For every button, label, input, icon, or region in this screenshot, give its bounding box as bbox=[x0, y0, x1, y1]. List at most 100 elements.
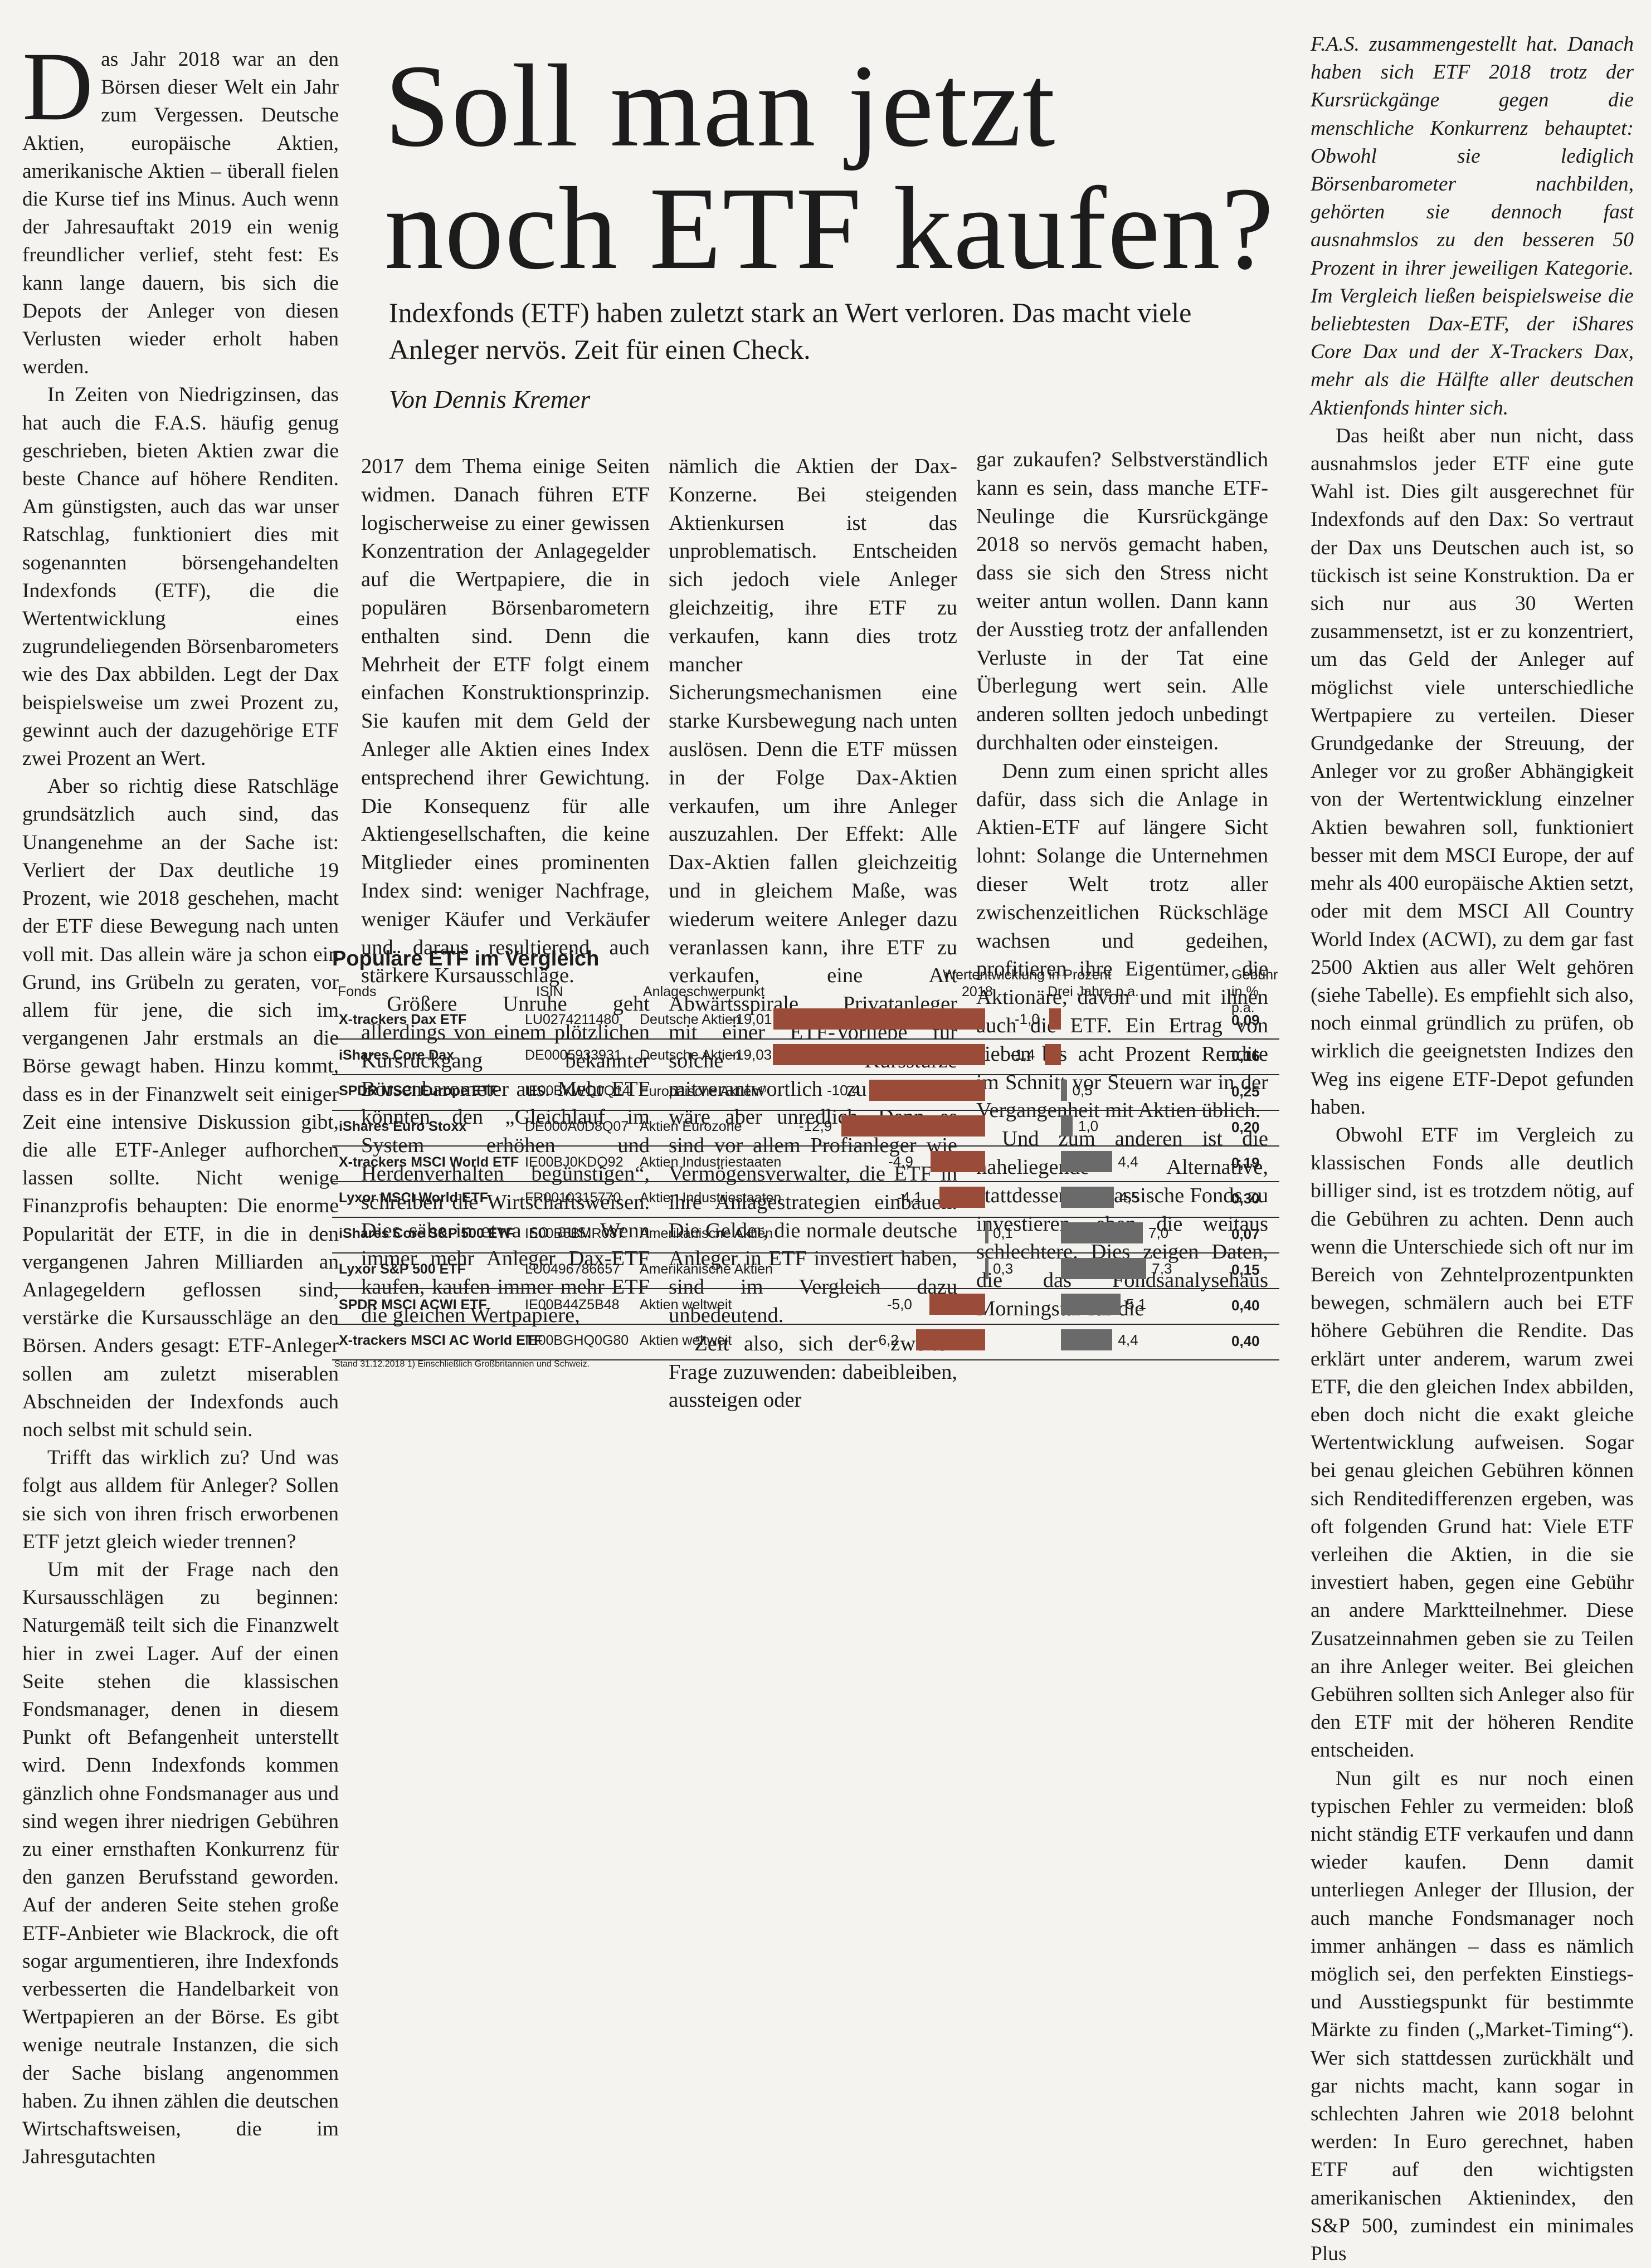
table-row: iShares Core Dax DE0005933931 Deutsche Akt… bbox=[332, 1040, 1279, 1075]
value-2018: -5,0 bbox=[887, 1296, 912, 1313]
table-row: X-trackers Dax ETF LU0274211480 Deutsche A… bbox=[332, 1004, 1279, 1040]
bar-2018 bbox=[939, 1187, 985, 1208]
bar-2018 bbox=[869, 1080, 985, 1101]
isin-cell: IE00BKWQ0Q14 bbox=[525, 1083, 630, 1099]
subheadline: Indexfonds (ETF) haben zuletzt stark an … bbox=[389, 297, 1192, 365]
headline: Soll man jetzt noch ETF kaufen? bbox=[384, 45, 1298, 290]
focus-cell: Amerikanische Aktien bbox=[640, 1261, 773, 1277]
table-row: SPDR MSCI ACWI ETF IE00B44Z5B48 Aktien wel… bbox=[332, 1289, 1279, 1325]
fee-cell: 0,40 bbox=[1231, 1297, 1260, 1314]
body-paragraph: Nun gilt es nur noch einen typischen Feh… bbox=[1311, 1767, 1634, 2266]
header-isin: ISIN bbox=[536, 984, 563, 999]
fee-cell: 0,25 bbox=[1231, 1083, 1260, 1100]
article-column-5: F.A.S. zusammengestellt hat. Danach habe… bbox=[1311, 31, 1634, 2268]
bar-3y bbox=[1044, 1044, 1061, 1065]
fund-name: Lyxor MSCI World ETF bbox=[339, 1190, 489, 1206]
fund-name: iShares Core S&P 500 ETF bbox=[339, 1226, 514, 1241]
byline: Von Dennis Kremer bbox=[389, 385, 591, 413]
value-3y: -1,4 bbox=[1010, 1046, 1035, 1063]
isin-cell: FR0010315770 bbox=[525, 1190, 621, 1206]
table-title: Populäre ETF im Vergleich bbox=[332, 947, 600, 970]
header-fee-1: Gebühr bbox=[1231, 967, 1278, 983]
table-row: Lyxor MSCI World ETF FR0010315770 Aktien I… bbox=[332, 1182, 1279, 1218]
etf-comparison-table: Populäre ETF im Vergleich Wertentwicklun… bbox=[332, 947, 1279, 1372]
isin-cell: LU0496786657 bbox=[525, 1261, 620, 1277]
bar-2018 bbox=[916, 1329, 985, 1350]
bar-2018 bbox=[985, 1222, 988, 1243]
focus-cell: Aktien Eurozone bbox=[640, 1119, 742, 1134]
focus-cell: Europäische Aktien¹⁾ bbox=[640, 1084, 767, 1099]
header-focus: Anlageschwerpunkt bbox=[643, 984, 765, 999]
bar-3y bbox=[1061, 1329, 1113, 1350]
headline-line-2: noch ETF kaufen? bbox=[384, 163, 1275, 294]
value-3y: 1,0 bbox=[1078, 1118, 1099, 1134]
fund-name: X-trackers MSCI World ETF bbox=[339, 1154, 519, 1170]
bar-3y bbox=[1061, 1115, 1073, 1137]
bar-2018 bbox=[929, 1294, 985, 1315]
value-3y: 4,5 bbox=[1119, 1189, 1139, 1206]
value-2018: 0,3 bbox=[993, 1260, 1014, 1277]
fund-name: iShares Euro Stoxx bbox=[339, 1119, 467, 1134]
bar-3y bbox=[1061, 1080, 1067, 1101]
bar-2018 bbox=[773, 1008, 985, 1030]
article-column-3: nämlich die Aktien der Dax-Konzerne. Bei… bbox=[669, 452, 957, 1415]
bar-2018 bbox=[985, 1258, 988, 1279]
bar-3y bbox=[1049, 1008, 1061, 1030]
focus-cell: Aktien weltweit bbox=[640, 1297, 732, 1313]
isin-cell: IE00B44Z5B48 bbox=[525, 1297, 620, 1313]
drop-cap: D bbox=[22, 32, 94, 141]
focus-cell: Deutsche Aktien bbox=[640, 1047, 741, 1063]
value-3y: 5,1 bbox=[1126, 1296, 1147, 1313]
value-3y: 7,3 bbox=[1152, 1260, 1172, 1277]
fund-name: iShares Core Dax bbox=[339, 1047, 455, 1063]
body-paragraph: Obwohl ETF im Vergleich zu klassischen F… bbox=[1311, 1123, 1634, 1762]
isin-cell: DE000A0D8Q07 bbox=[525, 1119, 629, 1134]
table-row: X-trackers MSCI AC World ETF IE00BGHQ0G80… bbox=[332, 1325, 1279, 1360]
body-paragraph: F.A.S. zusammengestellt hat. Danach habe… bbox=[1311, 33, 1634, 420]
focus-cell: Aktien Industriestaaten bbox=[640, 1190, 782, 1206]
value-2018: -19,01 bbox=[730, 1011, 772, 1027]
bar-2018 bbox=[841, 1115, 985, 1137]
value-3y: 4,4 bbox=[1118, 1153, 1138, 1170]
body-paragraph: gar zukaufen? Selbstverständlich kann es… bbox=[976, 448, 1268, 754]
value-3y: 4,4 bbox=[1118, 1331, 1138, 1348]
fee-cell: 0,20 bbox=[1231, 1119, 1260, 1135]
isin-cell: IE00B5BMR087 bbox=[525, 1226, 625, 1241]
bar-3y bbox=[1061, 1294, 1121, 1315]
focus-cell: Aktien Industriestaaten bbox=[640, 1154, 782, 1170]
body-paragraph: 2017 dem Thema einige Seiten widmen. Dan… bbox=[361, 455, 650, 988]
header-fee-2: in % p.a. bbox=[1231, 984, 1259, 1016]
value-2018: -19,03 bbox=[730, 1046, 772, 1063]
body-paragraph: Trifft das wirklich zu? Und was folgt au… bbox=[22, 1446, 339, 1553]
focus-cell: Amerikanische Aktien bbox=[640, 1226, 773, 1241]
body-paragraph: Denn zum einen spricht alles dafür, dass… bbox=[976, 759, 1268, 1123]
value-2018: -12,9 bbox=[799, 1118, 832, 1134]
focus-cell: Deutsche Aktien bbox=[640, 1012, 741, 1027]
body-paragraph: In Zeiten von Niedrigzinsen, das hat auc… bbox=[22, 383, 339, 770]
value-3y: 7,0 bbox=[1148, 1225, 1169, 1241]
isin-cell: IE00BGHQ0G80 bbox=[525, 1333, 629, 1348]
value-2018: -6,2 bbox=[874, 1331, 899, 1348]
body-paragraph: Aber so richtig diese Ratschläge grundsä… bbox=[22, 775, 339, 1441]
fee-cell: 0,40 bbox=[1231, 1333, 1260, 1349]
fee-cell: 0,15 bbox=[1231, 1261, 1260, 1278]
table-row: iShares Core S&P 500 ETF IE00B5BMR087 Amer… bbox=[332, 1218, 1279, 1254]
fee-cell: 0,07 bbox=[1231, 1226, 1260, 1242]
header-fonds: Fonds bbox=[338, 984, 377, 999]
fund-name: X-trackers Dax ETF bbox=[339, 1012, 467, 1027]
fee-cell: 0,09 bbox=[1231, 1012, 1260, 1028]
value-2018: -4,1 bbox=[897, 1189, 922, 1206]
fund-name: SPDR MSCI ACWI ETF bbox=[339, 1297, 487, 1313]
bar-2018 bbox=[931, 1151, 985, 1172]
group-header: Wertentwicklung in Prozent bbox=[943, 967, 1112, 983]
table-row: iShares Euro Stoxx DE000A0D8Q07 Aktien Eur… bbox=[332, 1111, 1279, 1147]
bar-3y bbox=[1061, 1222, 1143, 1243]
table-row: Lyxor S&P 500 ETF LU0496786657 Amerikanisc… bbox=[332, 1254, 1279, 1289]
isin-cell: IE00BJ0KDQ92 bbox=[525, 1154, 624, 1170]
isin-cell: DE0005933931 bbox=[525, 1047, 622, 1063]
fee-cell: 0,16 bbox=[1231, 1047, 1260, 1064]
bar-3y bbox=[1061, 1151, 1113, 1172]
bar-3y bbox=[1061, 1258, 1147, 1279]
